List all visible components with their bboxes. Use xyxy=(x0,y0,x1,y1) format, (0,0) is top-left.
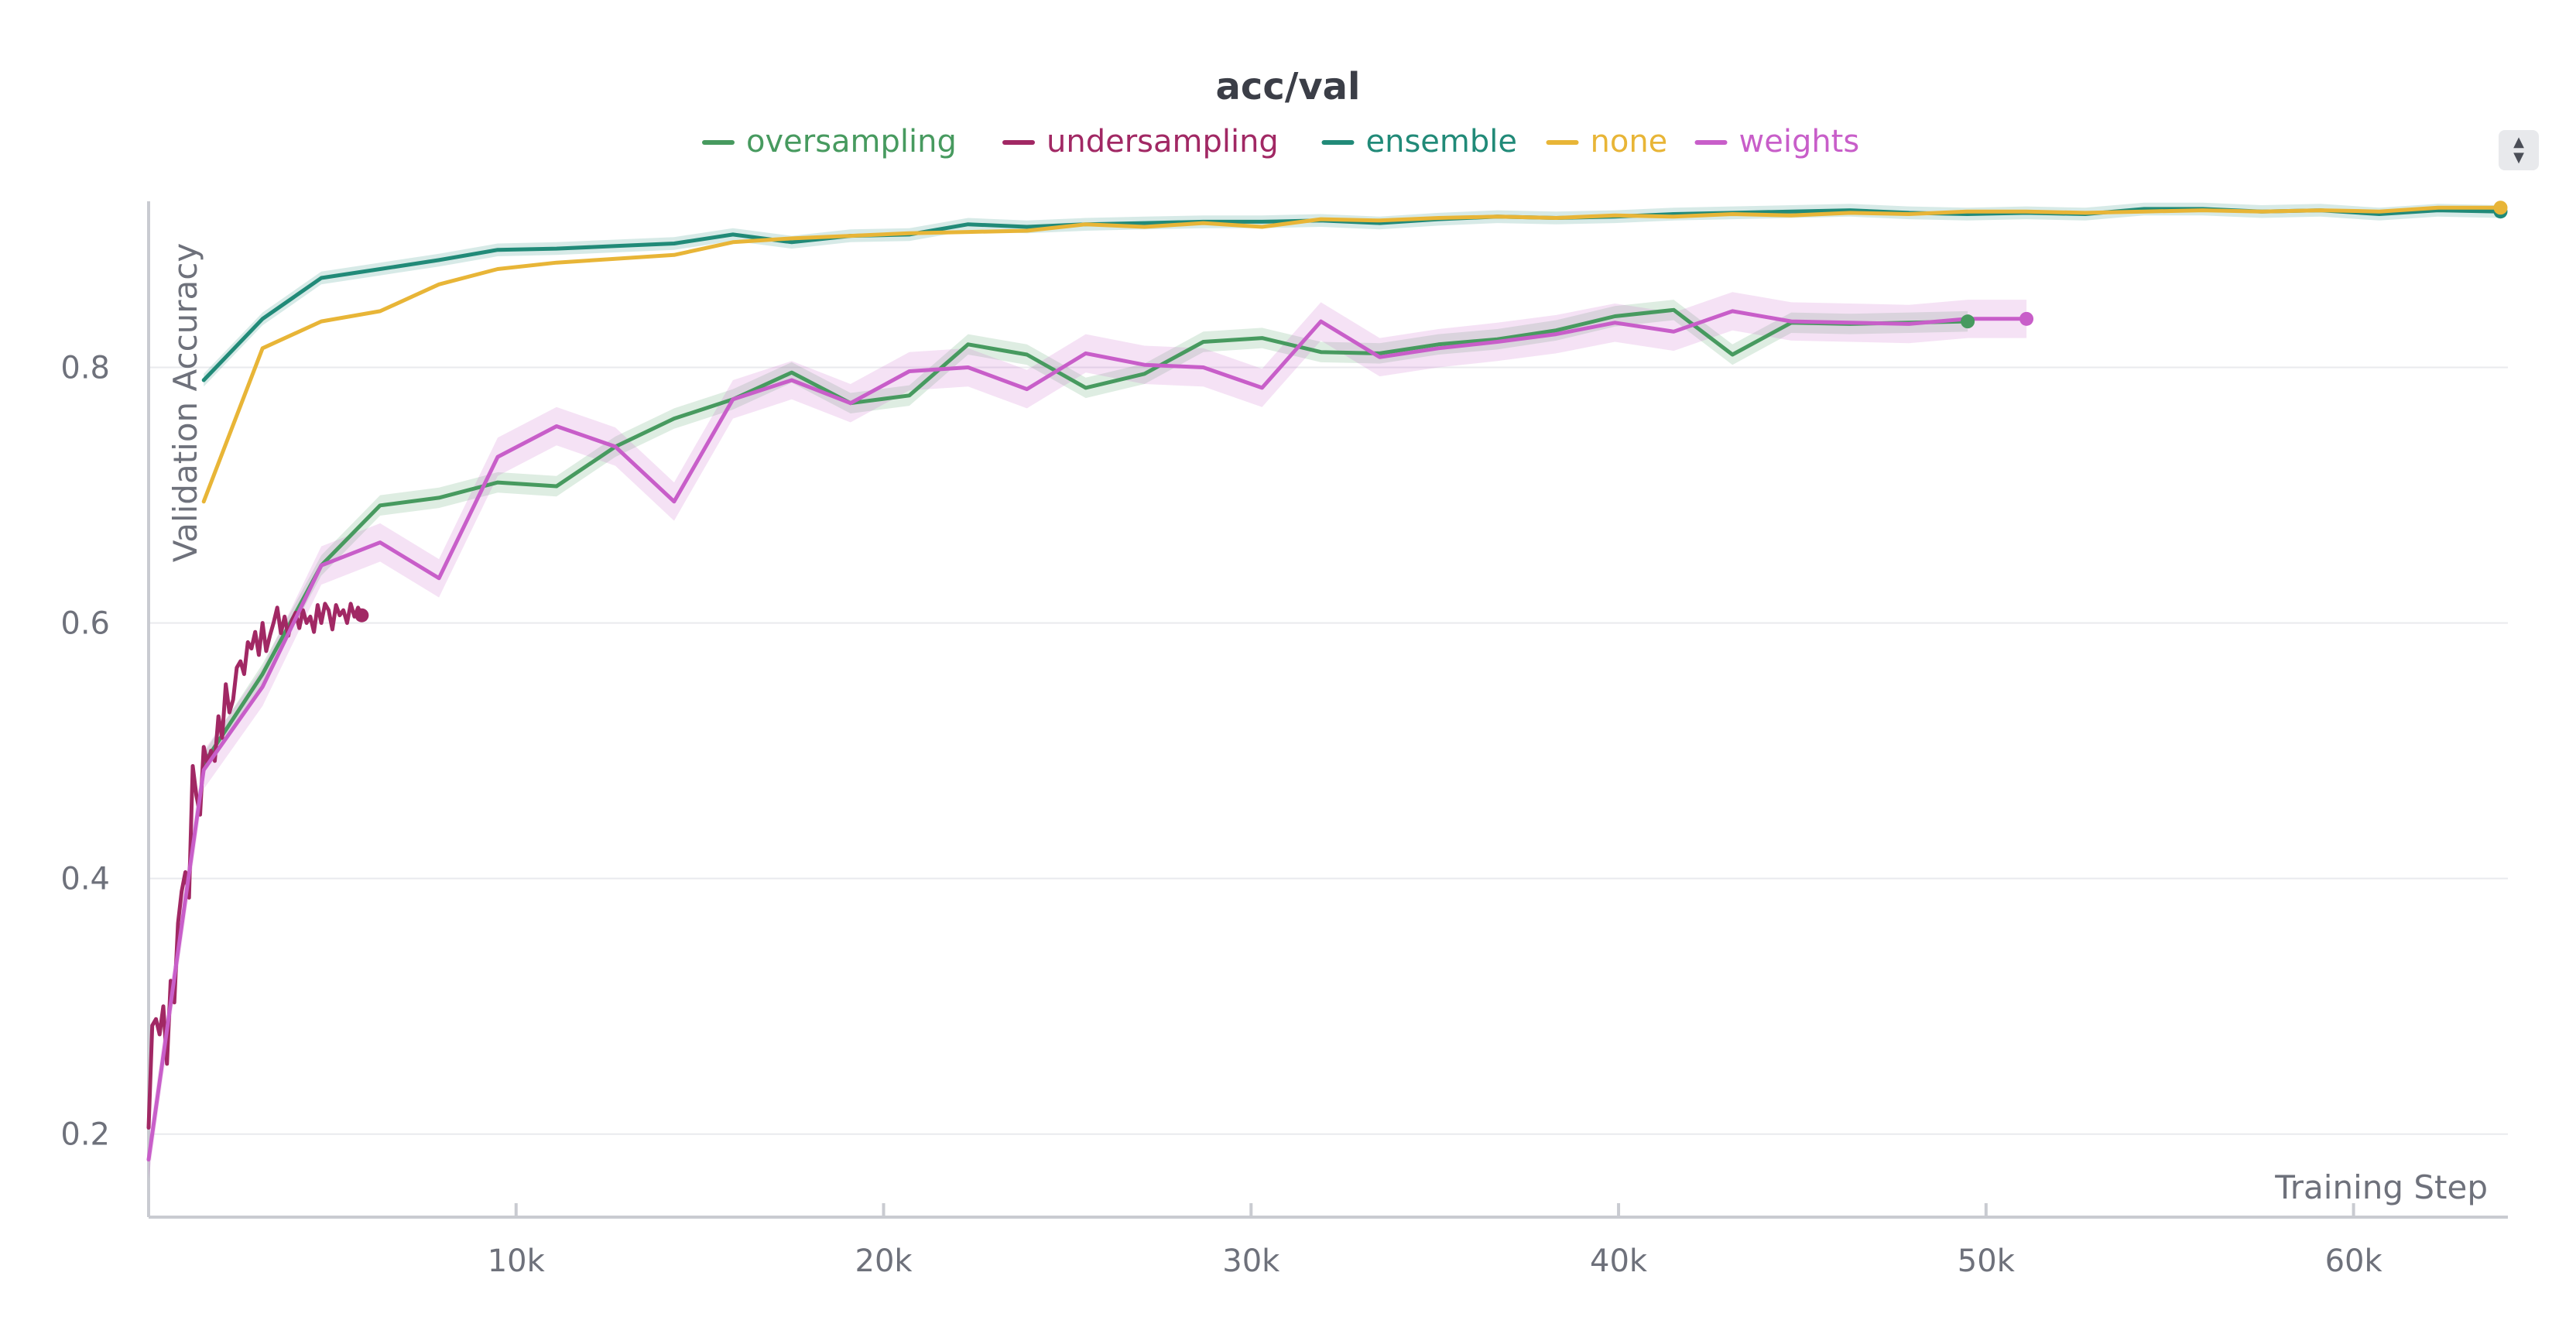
end-marker-oversampling xyxy=(1961,314,1975,329)
y-tick-label: 0.2 xyxy=(60,1117,110,1153)
series-lines xyxy=(146,205,2502,1162)
legend-item-ensemble[interactable]: ensemble xyxy=(1321,124,1518,159)
x-axis-title: Training Step xyxy=(2274,1168,2488,1206)
legend-item-weights[interactable]: weights xyxy=(1694,124,1860,159)
chevron-up-icon[interactable]: ▲ xyxy=(2513,134,2524,150)
legend: oversampling undersampling ensemble none wei… xyxy=(702,124,1860,159)
legend-label: ensemble xyxy=(1366,124,1518,159)
band-weights xyxy=(149,292,2027,1179)
legend-label: undersampling xyxy=(1046,124,1279,159)
x-tick-label: 20k xyxy=(855,1243,913,1279)
legend-item-oversampling[interactable]: oversampling xyxy=(702,124,957,159)
y-tick-label: 0.8 xyxy=(60,351,110,386)
legend-label: none xyxy=(1591,124,1668,159)
end-marker-weights xyxy=(2019,311,2034,326)
legend-label: oversampling xyxy=(746,124,957,159)
series-line-none xyxy=(201,205,2502,504)
legend-item-undersampling[interactable]: undersampling xyxy=(1002,124,1279,159)
x-tick-label: 40k xyxy=(1590,1243,1648,1279)
y-tick-label: 0.4 xyxy=(60,862,110,897)
series-line-weights xyxy=(146,309,2029,1162)
y-axis-title: Validation Accuracy xyxy=(166,243,204,563)
series-line-undersampling xyxy=(146,602,364,1130)
band-oversampling xyxy=(204,300,1968,774)
legend-label: weights xyxy=(1739,124,1860,159)
tick-labels: 0.2 0.4 0.6 0.8 10k 20k 30k 40k 50k 60k xyxy=(60,351,2382,1279)
end-marker-undersampling xyxy=(355,608,369,622)
x-tick-label: 50k xyxy=(1958,1243,2016,1279)
y-tick-label: 0.6 xyxy=(60,606,110,642)
x-tick-label: 30k xyxy=(1222,1243,1280,1279)
legend-item-none[interactable]: none xyxy=(1546,124,1668,159)
end-marker-none xyxy=(2493,201,2508,215)
legend-scroll-control[interactable]: ▲ ▼ xyxy=(2499,130,2539,170)
series-line-oversampling xyxy=(201,307,1970,766)
x-tick-label: 60k xyxy=(2325,1243,2383,1279)
x-tick-label: 10k xyxy=(488,1243,546,1279)
confidence-bands xyxy=(149,202,2501,1179)
end-markers xyxy=(355,201,2508,622)
chart-title: acc/val xyxy=(1216,65,1361,108)
grid xyxy=(149,366,2508,1135)
axes xyxy=(147,201,2508,1219)
chevron-down-icon[interactable]: ▼ xyxy=(2513,149,2524,166)
